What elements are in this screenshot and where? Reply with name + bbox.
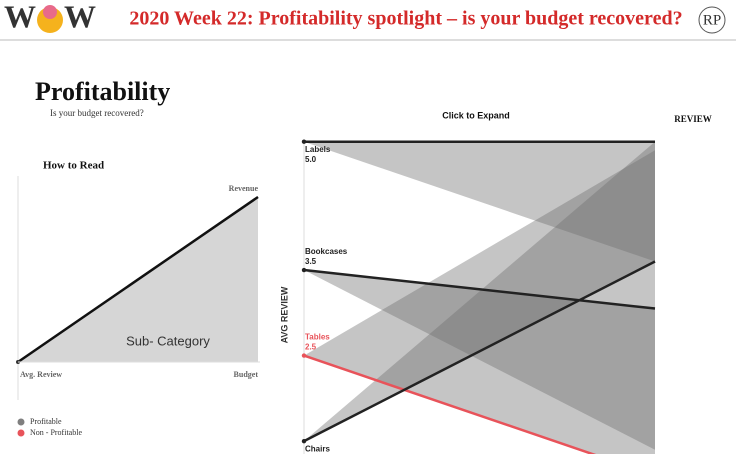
logo-letter: W: [64, 0, 96, 34]
y-axis-label: AVG REVIEW: [279, 286, 289, 343]
guide-x-end: Budget: [234, 370, 259, 379]
category-label: Bookcases: [305, 247, 348, 256]
slope-line: [303, 354, 597, 454]
slope-line: [303, 260, 656, 443]
value-label: 3.5: [305, 257, 317, 266]
review-band: [304, 141, 655, 262]
category-label: Labels: [305, 145, 331, 154]
start-point: [301, 267, 307, 273]
logo-emoji-top: [43, 5, 57, 19]
category-label: Tables: [305, 333, 330, 342]
review-band: [304, 141, 655, 442]
chart-title[interactable]: Click to Expand: [442, 110, 510, 120]
how-to-read-title: How to Read: [43, 160, 104, 172]
value-label: 5.0: [305, 155, 317, 164]
logo-right: RP: [703, 12, 721, 28]
page-subtitle: Is your budget recovered?: [50, 108, 144, 118]
start-point: [301, 438, 307, 444]
right-label: REVIEW: [674, 114, 712, 124]
review-band: [304, 150, 655, 454]
slope-line: [303, 268, 656, 310]
legend-label: Non - Profitable: [30, 428, 82, 437]
page-title: Profitability: [35, 77, 170, 106]
legend-swatch: [17, 418, 25, 426]
category-label: Chairs: [305, 444, 330, 453]
start-point: [301, 139, 307, 144]
guide-top-label: Revenue: [229, 184, 259, 193]
logo-letter: W: [4, 0, 36, 34]
review-band: [304, 270, 655, 450]
guide-x-start: Avg. Review: [20, 370, 62, 379]
legend-swatch: [17, 429, 25, 437]
header-title: 2020 Week 22: Profitability spotlight – …: [129, 8, 682, 30]
guide-center-label: Sub- Category: [126, 333, 210, 348]
header-bar: [0, 0, 736, 40]
legend-label: Profitable: [30, 417, 62, 426]
start-point: [301, 353, 307, 358]
value-label: 2.5: [305, 343, 317, 352]
guide-line: [17, 195, 259, 364]
logo-right-ring: [698, 6, 726, 34]
